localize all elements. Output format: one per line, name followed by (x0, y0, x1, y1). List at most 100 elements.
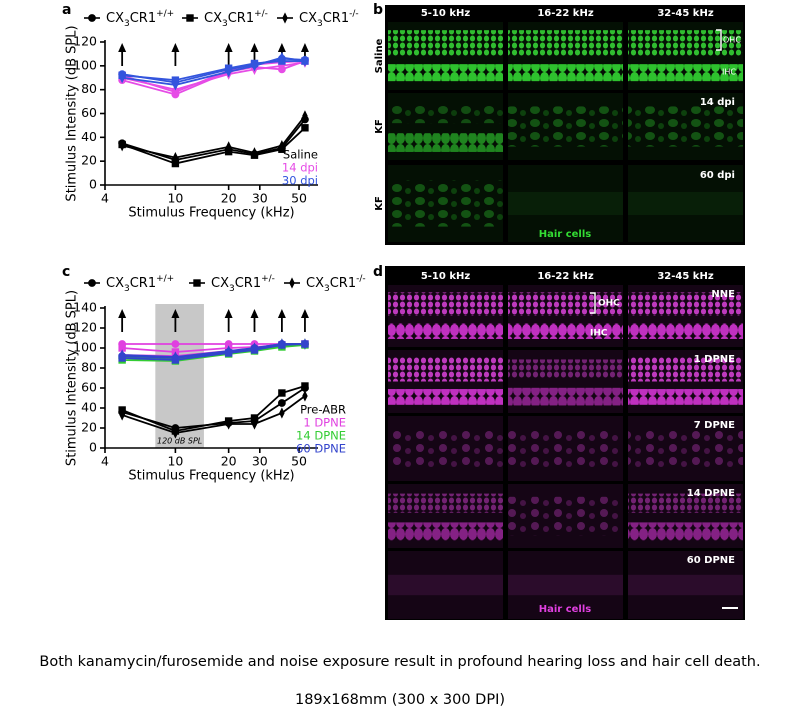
y-tick-label: 40 (81, 400, 97, 415)
label-part: +/+ (156, 274, 174, 284)
row-label: 7 DPNE (694, 420, 735, 431)
marker (279, 338, 285, 350)
arrow-head (300, 309, 309, 318)
marker (251, 342, 258, 354)
panel-letter: a (62, 2, 71, 18)
arrow-head (224, 309, 233, 318)
series-line (121, 115, 306, 159)
y-tick-label: 20 (81, 420, 97, 435)
column-header: 5-10 kHz (421, 271, 471, 282)
arrow-head (171, 43, 180, 52)
column-header: 32-45 kHz (657, 8, 713, 19)
y-tick-label: 80 (81, 81, 97, 96)
legend-label: CX3CR1+/+ (106, 274, 174, 294)
bracket (716, 29, 722, 51)
y-tick-label: 20 (81, 153, 97, 168)
marker (279, 407, 285, 419)
legend-label: 14 DPNE (296, 429, 346, 443)
x-tick-label: 50 (291, 454, 307, 469)
y-tick-label: 60 (81, 380, 97, 395)
label-part: 3 (324, 284, 330, 294)
debris (508, 496, 623, 536)
x-tick-label: 4 (101, 191, 109, 206)
label-part: CR1 (330, 276, 356, 291)
arrow-head (277, 309, 286, 318)
marker (119, 349, 125, 361)
bracket (590, 292, 596, 314)
arrow-head (277, 43, 286, 52)
label-part: CR1 (130, 276, 156, 291)
row-label: KF (374, 196, 385, 211)
label-part: -/- (356, 274, 366, 284)
marker (171, 340, 180, 348)
arrow-head (250, 43, 259, 52)
y-tick-label: 60 (81, 105, 97, 120)
time-label: 14 dpi (700, 97, 735, 108)
legend-label: CX3CR1+/- (211, 274, 275, 294)
x-tick-label: 20 (221, 454, 237, 469)
series-line (122, 343, 305, 358)
label-part: 3 (317, 19, 323, 29)
marker (172, 151, 179, 164)
label-part: CR1 (323, 11, 349, 26)
column-header: 5-10 kHz (421, 8, 471, 19)
ohc-band (508, 359, 623, 379)
label-part: 3 (124, 284, 130, 294)
ihc-band (628, 389, 743, 405)
row-label: NNE (711, 289, 735, 300)
row-label: 60 DPNE (687, 555, 735, 566)
x-tick-label: 30 (252, 191, 268, 206)
column-header: 32-45 kHz (657, 271, 713, 282)
ohc-band (388, 493, 503, 513)
series-line (121, 387, 306, 429)
marker (302, 110, 308, 122)
y-tick-label: 120 (73, 34, 97, 49)
marker (302, 390, 308, 402)
y-tick-label: 0 (89, 177, 97, 192)
y-axis-label: Stimulus Intensity (dB SPL) (65, 25, 80, 201)
debris (388, 180, 503, 227)
x-tick-label: 10 (167, 454, 183, 469)
debris (388, 429, 503, 468)
background-glow (388, 574, 503, 596)
ohc-band (388, 292, 503, 316)
label-part: +/- (254, 9, 268, 19)
ohc-band (628, 292, 743, 316)
marker (225, 345, 232, 357)
ohc-band (388, 357, 503, 382)
series-line (122, 344, 306, 362)
arrow-head (171, 309, 180, 318)
debris (508, 429, 623, 468)
x-tick-label: 10 (167, 191, 183, 206)
label-part: CX (106, 276, 124, 291)
legend-label: Pre-ABR (300, 403, 346, 417)
label-part: -/- (349, 9, 359, 19)
ohc-band (508, 30, 623, 56)
series-line (121, 395, 306, 434)
ihc-band (388, 133, 503, 152)
label-part: CX (299, 11, 317, 26)
marker (301, 124, 309, 132)
marker (186, 14, 194, 22)
ihc-band (628, 64, 743, 82)
ihc-band (628, 522, 743, 541)
marker (88, 14, 96, 22)
row-label: 1 DPNE (694, 354, 735, 365)
marker (172, 427, 179, 439)
label-part: CX (106, 11, 124, 26)
label-part: CX (306, 276, 324, 291)
caption: Both kanamycin/furosemide and noise expo… (39, 654, 760, 670)
marker (88, 279, 96, 287)
legend-label: CX3CR1+/+ (106, 9, 174, 29)
legend-label: 14 dpi (282, 161, 318, 175)
marker (119, 409, 125, 421)
marker (301, 382, 309, 390)
background-glow (508, 191, 623, 216)
series-line (121, 127, 306, 165)
marker (119, 72, 125, 84)
debris (628, 106, 743, 147)
row-label: 14 DPNE (687, 488, 735, 499)
series-line (122, 60, 305, 82)
stain-label: Hair cells (539, 604, 592, 615)
marker (282, 12, 288, 24)
